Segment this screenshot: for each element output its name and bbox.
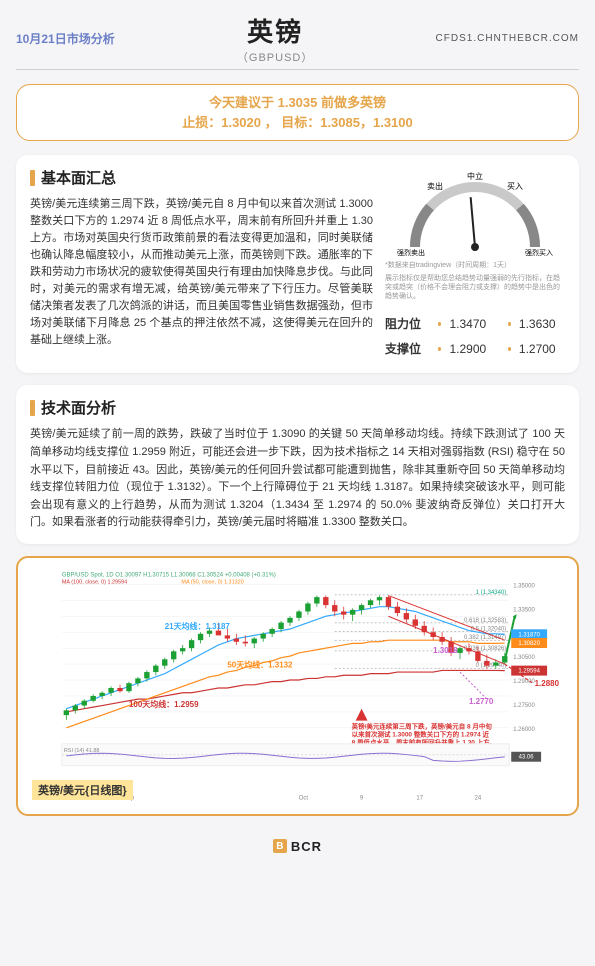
support-v1: 1.2900 [449,342,495,356]
title-bar-icon [30,170,35,186]
gauge-needle [467,197,480,251]
dot-icon [508,347,511,351]
support-label: 支撑位 [385,340,426,357]
svg-text:1.2770: 1.2770 [469,697,494,706]
technical-card: 技术面分析 英镑/美元延续了前一周的跌势，跌破了当时位于 1.3090 的关键 … [16,385,579,544]
fundamental-card: 基本面汇总 英镑/美元连续第三周下跌，英镑/美元自 8 月中旬以来首次测试 1.… [16,155,579,373]
dot-icon [438,347,441,351]
suggestion-box: 今天建议于 1.3035 前做多英镑 止损：1.3020 ， 目标：1.3085… [16,84,579,141]
logo-icon: B [273,839,287,853]
svg-text:21天均线：1.3187: 21天均线：1.3187 [165,621,231,631]
svg-text:英镑/美元连续第三周下跌，英镑/美元自 8 月中旬: 英镑/美元连续第三周下跌，英镑/美元自 8 月中旬 [351,722,493,731]
svg-text:43.06: 43.06 [519,755,535,761]
resistance-row: 阻力位 1.3470 1.3630 [385,311,565,336]
svg-text:1 (1.34340): 1 (1.34340) [476,590,507,596]
svg-text:1.33500: 1.33500 [513,607,535,613]
gauge-buy: 买入 [507,182,523,191]
svg-text:以来首次测试 1.3000 整数关口下方的 1.2974 近: 以来首次测试 1.3000 整数关口下方的 1.2974 近 [352,730,490,739]
date-label: 10月21日市场分析 [16,30,115,47]
svg-text:GBP/USD Spot, 1D O1.30097 H1.: GBP/USD Spot, 1D O1.30097 H1.30715 L1.30… [62,572,276,578]
svg-text:1.29594: 1.29594 [518,669,540,675]
svg-text:9: 9 [360,796,364,802]
title-block: 英镑 （GBPUSD） [237,12,313,65]
svg-text:50天均线：1.3132: 50天均线：1.3132 [227,659,293,669]
svg-text:100天均线：1.2959: 100天均线：1.2959 [129,699,199,709]
svg-text:1.3018: 1.3018 [433,646,458,655]
svg-text:1.30820: 1.30820 [518,641,540,647]
svg-text:1.2880: 1.2880 [535,679,560,688]
resistance-v2: 1.3630 [519,317,565,331]
suggest-line-2: 止损：1.3020 ， 目标：1.3085，1.3100 [29,113,566,133]
gauge-disclaimer: 展示指标仅是帮助您总结趋势动量强弱的先行指标，在趋突或趋突（价格不会理会阻力或支… [385,274,565,301]
resistance-label: 阻力位 [385,315,426,332]
svg-text:1.31870: 1.31870 [518,632,540,638]
title-main: 英镑 [237,12,313,49]
gauge-strong-sell: 强烈卖出 [397,248,425,257]
svg-text:1.30500: 1.30500 [513,655,535,661]
logo-text: BCR [291,839,322,854]
site-url: CFDS1.CHNTHEBCR.COM [436,33,579,44]
svg-text:1.35000: 1.35000 [513,583,535,589]
technical-text: 英镑/美元延续了前一周的跌势，跌破了当时位于 1.3090 的关键 50 天简单… [30,426,565,532]
gauge-source: *数据来自tradingview（时间周期：1天） [385,261,565,270]
gauge-strong-buy: 强烈买入 [525,248,553,257]
svg-text:MA (50, close, 0) 1.31320: MA (50, close, 0) 1.31320 [181,579,243,585]
svg-text:MA (100, close, 0) 1.29594: MA (100, close, 0) 1.29594 [62,579,127,585]
resistance-v1: 1.3470 [449,317,495,331]
dot-icon [508,322,511,326]
title-bar-icon [30,400,35,416]
gauge-neutral: 中立 [467,171,483,181]
price-chart: 1.350001.335001.320001.305001.290001.275… [26,566,569,806]
svg-text:Oct: Oct [299,796,309,802]
gauge-sell: 卖出 [427,181,443,191]
svg-text:RSI (14) 41.88: RSI (14) 41.88 [64,748,100,754]
svg-text:1.27500: 1.27500 [513,703,535,709]
svg-text:17: 17 [416,796,423,802]
suggest-line-1: 今天建议于 1.3035 前做多英镑 [29,93,566,113]
sentiment-gauge: 中立 卖出 买入 强烈卖出 强烈买入 [385,167,565,257]
support-row: 支撑位 1.2900 1.2700 [385,336,565,361]
svg-text:1.26000: 1.26000 [513,727,535,733]
divider [16,69,579,70]
svg-text:0 (1.29740): 0 (1.29740) [476,663,507,669]
support-v2: 1.2700 [519,342,565,356]
chart-caption: 英镑/美元{日线图} [32,780,133,800]
chart-card: 1.350001.335001.320001.305001.290001.275… [16,556,579,816]
svg-text:24: 24 [475,796,482,802]
fundamental-text: 英镑/美元连续第三周下跌，英镑/美元自 8 月中旬以来首次测试 1.3000 整… [30,196,373,349]
svg-text:1.29000: 1.29000 [513,679,535,685]
svg-text:0.618 (1.32583): 0.618 (1.32583) [464,618,506,624]
footer: B BCR [16,828,579,862]
dot-icon [438,322,441,326]
technical-title: 技术面分析 [41,397,116,418]
fundamental-title: 基本面汇总 [41,167,116,188]
title-sub: （GBPUSD） [237,49,313,65]
